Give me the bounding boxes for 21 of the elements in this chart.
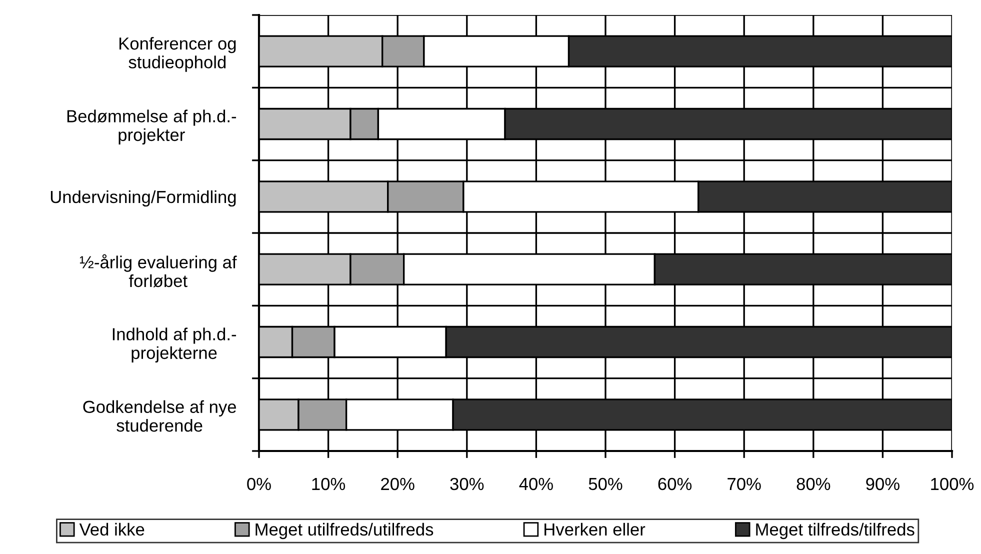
- legend-label: Ved ikke: [79, 522, 144, 536]
- x-tick-label: 0%: [247, 478, 271, 490]
- x-tick-label: 60%: [658, 478, 692, 490]
- y-tick-label: Indhold af ph.d.- projekterne: [112, 328, 236, 362]
- x-tick-label: 100%: [931, 478, 974, 490]
- y-tick-label: Konferencer og studieophold: [120, 36, 236, 72]
- x-tick-label: 90%: [866, 478, 900, 490]
- y-tick-label: Undervisning/Formidling: [50, 190, 236, 207]
- x-tick-label: 40%: [519, 478, 553, 490]
- y-tick-label: ½-årlig evaluering af forløbet: [80, 254, 237, 288]
- x-tick-label: 70%: [728, 478, 761, 490]
- legend-label: Meget utilfreds/utilfreds: [256, 522, 434, 540]
- x-tick-label: 80%: [796, 478, 830, 490]
- x-tick-label: 30%: [450, 478, 484, 490]
- x-tick-label: 50%: [588, 478, 622, 490]
- y-tick-label: Bedømmelse af ph.d.- projekter: [67, 110, 236, 144]
- y-tick-label: Godkendelse af nye studerende: [83, 400, 236, 432]
- x-tick-label: 10%: [312, 478, 346, 490]
- legend-label: Meget tilfreds/tilfreds: [756, 522, 914, 540]
- legend-label: Hverken eller: [544, 522, 646, 536]
- x-tick-label: 20%: [381, 478, 414, 490]
